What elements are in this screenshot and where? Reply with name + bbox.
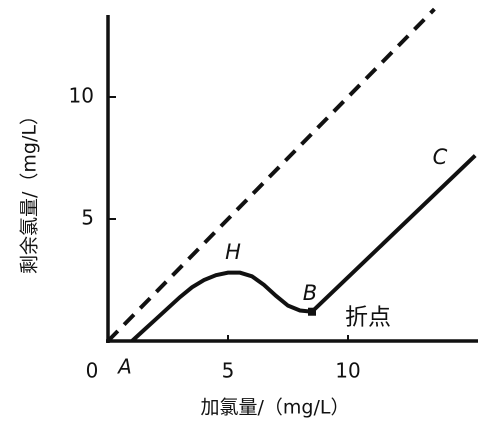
x-tick-label: 10: [335, 359, 360, 383]
annotation: 折点: [345, 305, 391, 331]
annotation: A: [116, 355, 132, 379]
x-tick-label: 5: [222, 359, 235, 383]
y-tick-label: 5: [81, 206, 94, 230]
curve: [130, 154, 477, 343]
x-tick-label: 0: [86, 359, 99, 383]
annotation: B: [303, 281, 317, 305]
annotation: C: [433, 145, 448, 169]
y-axis-label: 剩余氯量/（mg/L）: [19, 106, 41, 274]
x-axis-label: 加氯量/（mg/L）: [201, 397, 350, 419]
dashed-line: [106, 7, 436, 343]
y-tick-label: 10: [69, 84, 94, 108]
breakpoint-marker: [308, 307, 316, 316]
annotation: H: [225, 240, 241, 264]
